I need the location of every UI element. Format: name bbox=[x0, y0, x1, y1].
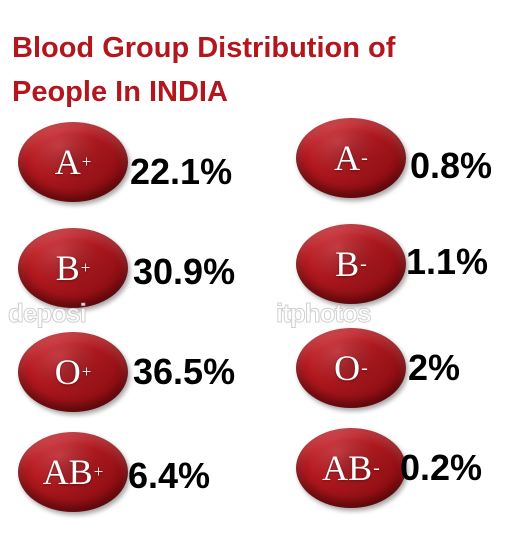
value-b-positive: 30.9% bbox=[133, 251, 236, 292]
title-line-2: People In INDIA bbox=[12, 76, 228, 108]
title-line-1: Blood Group Distribution of bbox=[12, 32, 396, 64]
value-a-positive: 22.1% bbox=[130, 151, 233, 192]
watermark-right: itphotos bbox=[276, 298, 373, 329]
chart-title: Blood Group Distribution of People In IN… bbox=[12, 26, 395, 114]
blood-cell-a-positive: A + bbox=[18, 122, 128, 202]
rh-sign: + bbox=[93, 462, 104, 481]
value-ab-negative: 0.2% bbox=[400, 447, 483, 488]
rh-sign: - bbox=[360, 252, 367, 275]
group-label: AB bbox=[42, 452, 93, 492]
group-label: B bbox=[335, 244, 360, 284]
blood-cell-ab-negative: AB - bbox=[296, 428, 406, 508]
group-label: B bbox=[55, 248, 80, 288]
rh-sign: + bbox=[81, 152, 92, 171]
rh-sign: + bbox=[80, 258, 91, 277]
value-o-positive: 36.5% bbox=[133, 351, 236, 392]
watermark-left: deposi bbox=[8, 298, 88, 329]
value-a-negative: 0.8% bbox=[410, 145, 493, 186]
group-label: O bbox=[54, 352, 81, 392]
rh-sign: - bbox=[373, 456, 380, 479]
value-ab-positive: 6.4% bbox=[128, 455, 211, 496]
blood-cell-o-positive: O + bbox=[18, 332, 128, 412]
value-b-negative: 1.1% bbox=[406, 241, 489, 282]
rh-sign: - bbox=[361, 356, 368, 379]
rh-sign: - bbox=[361, 146, 368, 169]
group-label: O bbox=[334, 348, 361, 388]
group-label: A bbox=[334, 138, 361, 178]
group-label: A bbox=[54, 142, 81, 182]
blood-cell-o-negative: O- bbox=[296, 328, 406, 408]
blood-cell-ab-positive: AB + bbox=[18, 432, 128, 512]
blood-cell-a-negative: A- bbox=[296, 118, 406, 198]
value-o-negative: 2% bbox=[408, 347, 461, 388]
blood-cell-b-positive: B + bbox=[18, 228, 128, 308]
blood-cell-b-negative: B- bbox=[296, 224, 406, 304]
group-label: AB bbox=[322, 448, 373, 488]
rh-sign: + bbox=[81, 362, 92, 381]
